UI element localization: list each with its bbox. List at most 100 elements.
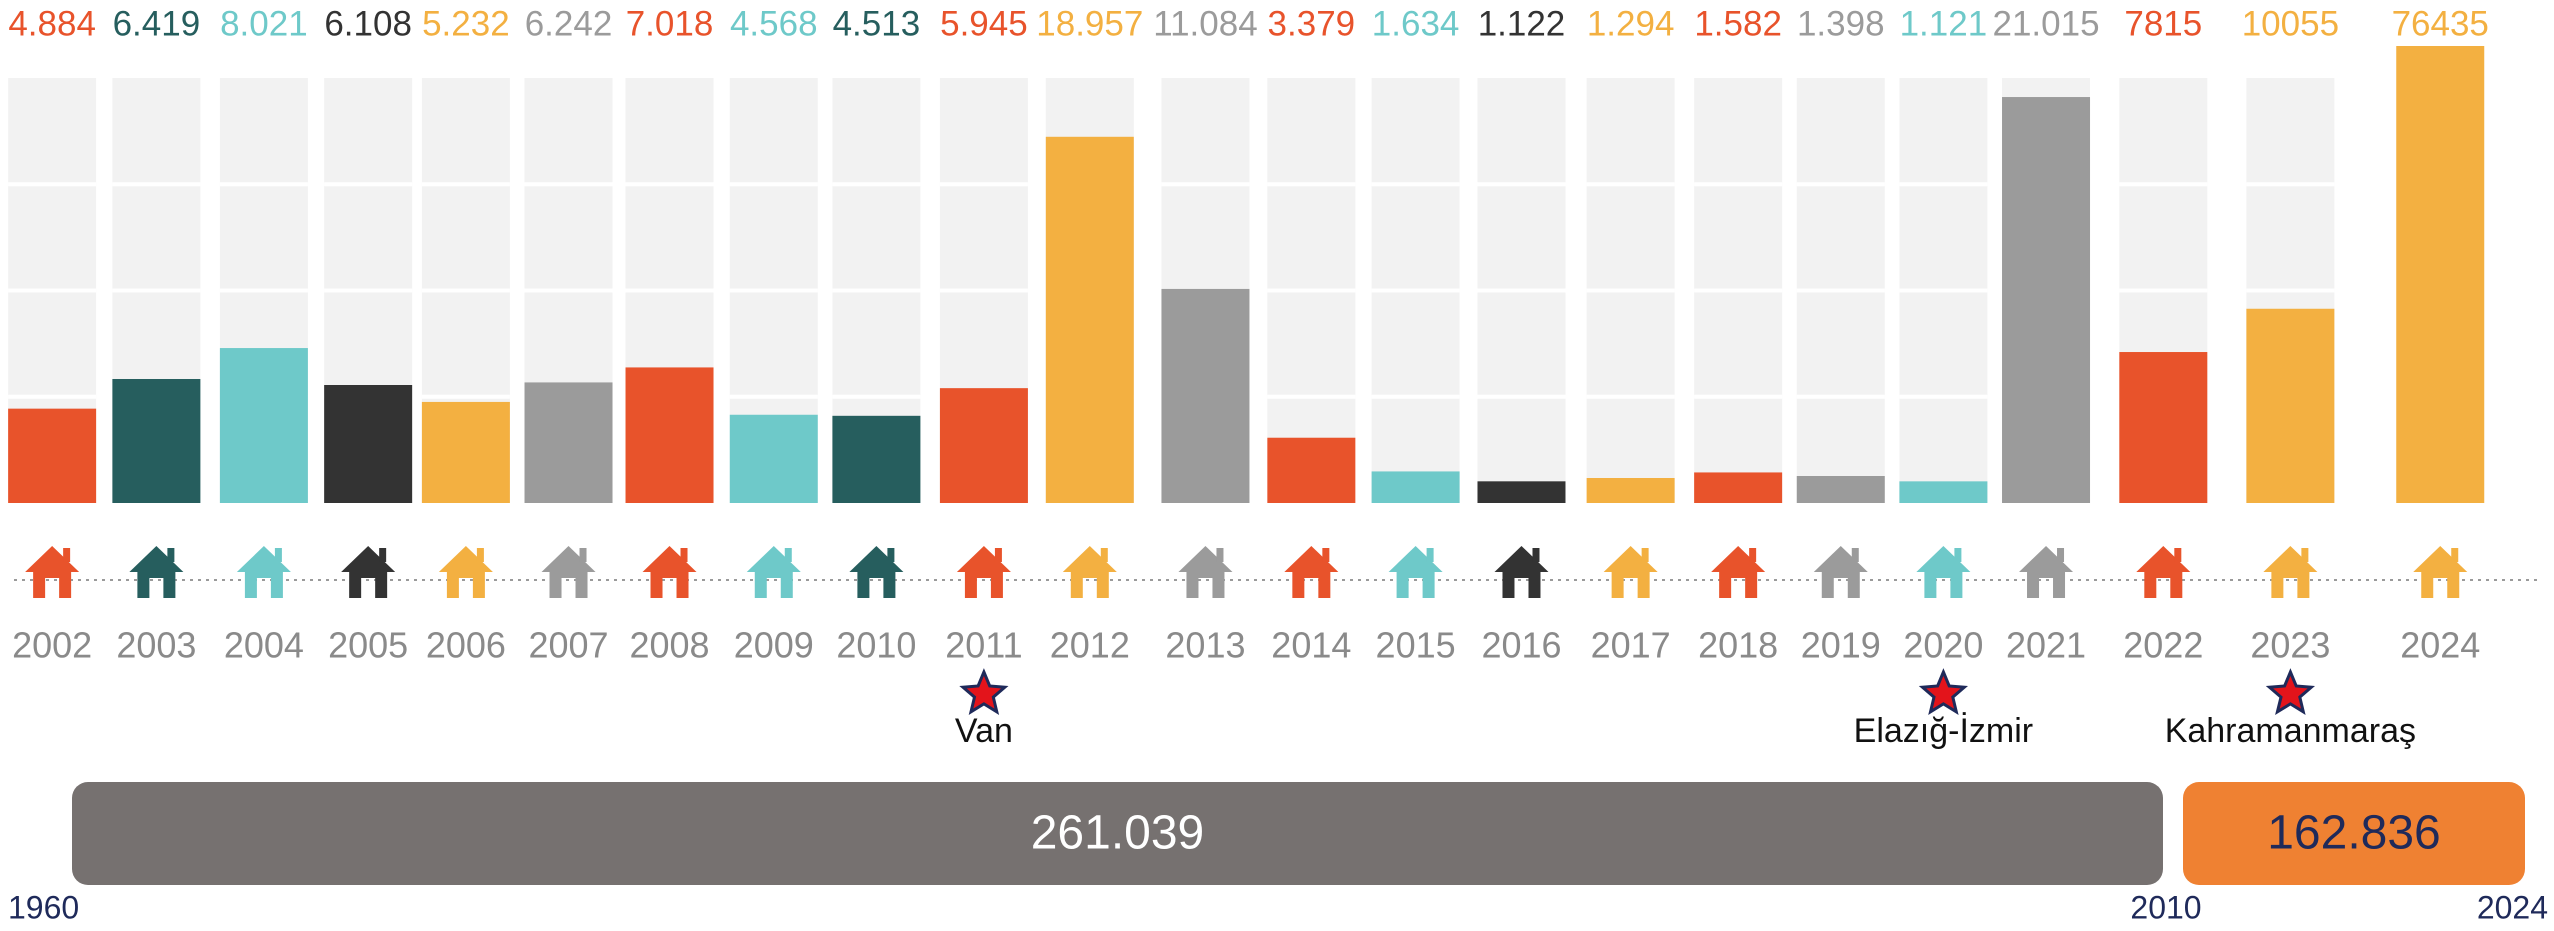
x-tick-label: 2019	[1801, 625, 1881, 666]
period-label: 1960	[8, 889, 79, 925]
x-tick-label: 2015	[1376, 625, 1456, 666]
event-star	[1918, 668, 1969, 715]
house-chimney	[680, 548, 688, 562]
bar	[2396, 46, 2485, 503]
house-chimney	[1851, 548, 1859, 562]
x-tick-label: 2008	[629, 625, 709, 666]
x-tick-label: 2016	[1481, 625, 1561, 666]
x-tick-label: 2006	[426, 625, 506, 666]
house-chimney	[2174, 548, 2182, 562]
x-tick-label: 2003	[116, 625, 196, 666]
house-chimney	[1532, 548, 1540, 562]
house-chimney	[1749, 548, 1757, 562]
house-chimney	[1641, 548, 1649, 562]
event-label: Kahramanmaraş	[2165, 712, 2416, 750]
house-icon	[1711, 546, 1766, 598]
value-label: 6.242	[525, 4, 613, 43]
house-icon	[642, 546, 697, 598]
house-chimney	[1100, 548, 1108, 562]
house-icon	[2136, 546, 2191, 598]
x-tick-label: 2004	[224, 625, 304, 666]
house-icon	[2263, 546, 2318, 598]
value-label: 4.884	[8, 4, 96, 43]
house-chimney	[1322, 548, 1330, 562]
value-label: 18.957	[1036, 4, 1143, 43]
event-star	[2265, 668, 2316, 715]
period-label: 2024	[2477, 889, 2548, 925]
house-chimney	[476, 548, 484, 562]
house-icon	[1388, 546, 1443, 598]
house-chimney	[579, 548, 587, 562]
period-label: 2010	[2130, 889, 2201, 925]
bar	[112, 378, 201, 503]
bar	[421, 401, 510, 503]
value-label: 1.582	[1694, 4, 1782, 43]
value-label: 1.294	[1587, 4, 1675, 43]
house-chimney	[784, 548, 792, 562]
bar	[1045, 136, 1134, 504]
house-icon	[341, 546, 396, 598]
value-label: 3.379	[1268, 4, 1356, 43]
house-chimney	[2057, 548, 2065, 562]
bar	[625, 367, 714, 503]
total-bar	[72, 782, 2163, 885]
house-chimney	[1426, 548, 1434, 562]
value-label: 7815	[2124, 4, 2202, 43]
x-tick-label: 2023	[2250, 625, 2330, 666]
value-label: 6.108	[324, 4, 412, 43]
house-icon	[1178, 546, 1233, 598]
x-tick-label: 2012	[1050, 625, 1130, 666]
bar	[324, 385, 413, 503]
x-tick-label: 2010	[836, 625, 916, 666]
house-icon	[1813, 546, 1868, 598]
bar	[2119, 352, 2208, 503]
value-label: 11.084	[1153, 4, 1257, 43]
house-icon	[849, 546, 904, 598]
bar	[219, 348, 308, 503]
x-tick-label: 2020	[1903, 625, 1983, 666]
house-icon	[1916, 546, 1971, 598]
house-chimney	[994, 548, 1002, 562]
event-label: Van	[955, 712, 1013, 750]
total-label: 261.039	[1031, 807, 1205, 860]
total-label: 162.836	[2267, 807, 2441, 860]
bar	[1161, 288, 1250, 503]
bars	[8, 46, 2485, 504]
bar	[1477, 481, 1566, 503]
x-tick-label: 2002	[12, 625, 92, 666]
house-chimney	[63, 548, 71, 562]
x-tick-label: 2009	[734, 625, 814, 666]
house-chimney	[1216, 548, 1224, 562]
value-label: 8.021	[220, 4, 308, 43]
x-tick-label: 2005	[328, 625, 408, 666]
bar	[1796, 475, 1885, 503]
bar	[2246, 308, 2335, 503]
house-icon	[1494, 546, 1549, 598]
x-tick-label: 2024	[2400, 625, 2480, 666]
bar	[2002, 97, 2091, 503]
x-tick-label: 2014	[1271, 625, 1351, 666]
house-icon	[438, 546, 493, 598]
value-label: 1.634	[1372, 4, 1460, 43]
bar	[524, 382, 613, 503]
house-icon	[2413, 546, 2468, 598]
x-tick-label: 2018	[1698, 625, 1778, 666]
house-chimney	[1954, 548, 1962, 562]
house-icon	[1603, 546, 1658, 598]
house-icon	[1062, 546, 1117, 598]
house-icon	[746, 546, 801, 598]
x-tick-label: 2021	[2006, 625, 2086, 666]
value-label: 21.015	[1992, 4, 2099, 43]
value-label: 6.419	[113, 4, 201, 43]
x-tick-label: 2017	[1591, 625, 1671, 666]
value-label: 76435	[2392, 4, 2489, 43]
value-label: 7.018	[626, 4, 714, 43]
value-label: 10055	[2242, 4, 2339, 43]
bar	[1899, 481, 1988, 503]
house-icon	[956, 546, 1011, 598]
event-star	[959, 668, 1009, 715]
house-chimney	[2301, 548, 2309, 562]
value-label: 5.232	[422, 4, 510, 43]
value-label: 5.945	[940, 4, 1028, 43]
